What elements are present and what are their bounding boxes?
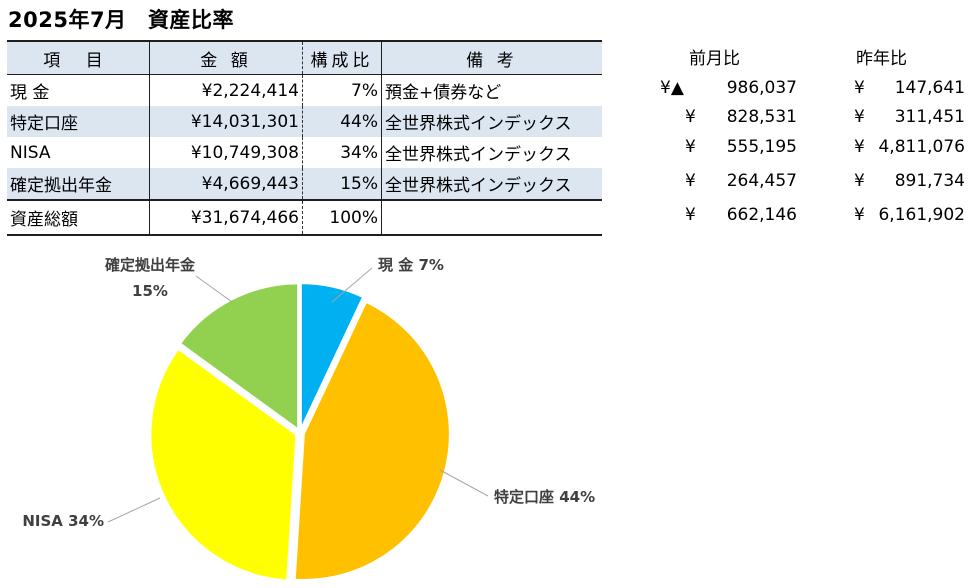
cell-amount: ¥4,669,443 [149,168,303,200]
cell-total-item: 資産総額 [7,199,150,236]
prev-month-value: 828,531 [726,107,797,127]
cell-note: 預金+債券など [385,83,502,103]
pie-slice [293,300,451,581]
comparison-row: ¥▲ 986,037 ¥ 147,641 [655,78,967,106]
page-title: 2025年7月 資産比率 [8,8,235,32]
asset-table: 項 目 金 額 構成比 備 考 現 金 ¥2,224,414 7% 預金+債券な… [7,40,602,236]
cell-amount: ¥10,749,308 [149,137,303,168]
pie-leader-line [439,469,489,497]
comparison-row: ¥ 828,531 ¥ 311,451 [655,107,967,135]
header-amount: 金 額 [149,40,303,75]
cell-item: 確定拠出年金 [7,168,150,200]
cell-total-amount: ¥31,674,466 [149,199,303,236]
table-row: 特定口座 ¥14,031,301 44% 全世界株式インデックス [7,106,602,137]
prev-month-prefix: ¥ [685,205,696,225]
prev-year-prefix: ¥ [854,107,865,127]
comparison-row: ¥ 662,146 ¥ 6,161,902 [655,205,967,233]
cell-item: 特定口座 [7,106,150,137]
prev-year-value: 4,811,076 [878,137,965,157]
prev-month-prefix: ¥ [685,107,696,127]
table-row: NISA ¥10,749,308 34% 全世界株式インデックス [7,137,602,168]
header-ratio: 構成比 [302,40,382,75]
table-header-row: 項 目 金 額 構成比 備 考 [7,40,602,75]
prev-month-prefix: ¥ [685,171,696,191]
prev-month-value: 662,146 [726,205,797,225]
cell-note: 全世界株式インデックス [381,106,602,137]
table-row: 現 金 ¥2,224,414 7% 預金+債券など [7,74,602,106]
pie-data-label: 確定拠出年金 15% [104,256,196,300]
pie-slice [149,347,298,582]
pie-leader-line [195,275,233,303]
prev-year-value: 147,641 [894,78,965,98]
prev-month-value: 986,037 [726,78,797,98]
prev-month-value: 264,457 [726,171,797,191]
cell-note: 全世界株式インデックス [381,168,602,200]
header-item: 項 目 [7,40,150,75]
prev-year-value: 6,161,902 [878,205,965,225]
pie-slice [299,282,365,430]
prev-year-prefix: ¥ [854,205,865,225]
table-row: 確定拠出年金 ¥4,669,443 15% 全世界株式インデックス [7,168,602,200]
pie-slice [178,282,300,432]
prev-year-value: 311,451 [894,107,965,127]
table-total-row: 資産総額 ¥31,674,466 100% [7,199,602,236]
prev-year-header: 昨年比 [856,49,907,69]
prev-year-prefix: ¥ [854,137,865,157]
cell-item: NISA [7,137,150,168]
prev-month-prefix: ¥ [685,137,696,157]
cell-item: 現 金 [7,74,150,106]
cell-ratio: 44% [302,106,382,137]
prev-month-prefix: ¥▲ [660,78,684,98]
pie-data-label: 現 金 7% [378,256,444,274]
pie-leader-line [107,497,161,523]
cell-total-ratio: 100% [302,199,382,236]
cell-amount: ¥2,224,414 [149,74,303,106]
asset-pie-chart: 現 金 7% 特定口座 44% NISA 34% 確定拠出年金 15% [22,256,595,582]
header-note: 備 考 [381,40,602,75]
pie-data-label: NISA 34% [22,512,104,530]
cell-amount: ¥14,031,301 [149,106,303,137]
comparison-row: ¥ 555,195 ¥ 4,811,076 [655,137,967,165]
cell-ratio: 15% [302,168,382,200]
cell-total-note [381,199,602,236]
comparison-row: ¥ 264,457 ¥ 891,734 [655,171,967,199]
cell-ratio: 7% [302,74,382,106]
cell-ratio: 34% [302,137,382,168]
prev-year-prefix: ¥ [854,78,865,98]
prev-month-value: 555,195 [726,137,797,157]
prev-year-value: 891,734 [894,171,965,191]
prev-year-prefix: ¥ [854,171,865,191]
pie-leader-line [331,267,373,303]
pie-data-label: 特定口座 44% [494,488,595,506]
cell-note: 全世界株式インデックス [385,145,572,165]
prev-month-header: 前月比 [689,49,740,69]
